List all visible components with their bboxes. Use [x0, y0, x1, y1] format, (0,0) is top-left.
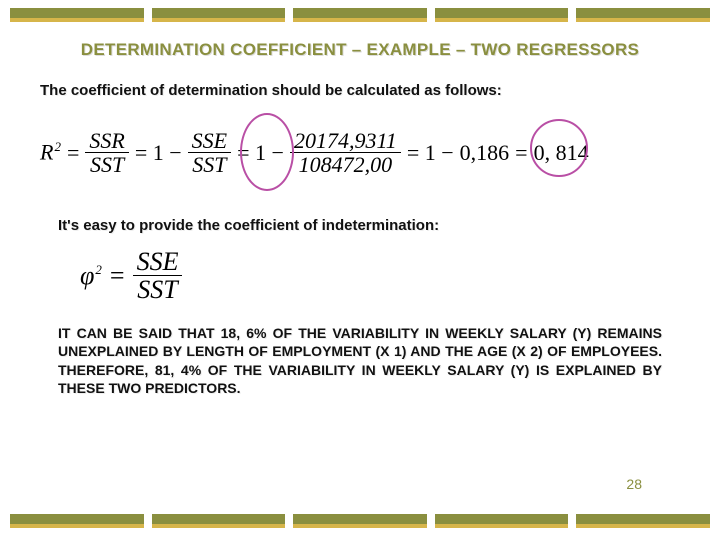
slide-content: DETERMINATION COEFFICIENT – EXAMPLE – TW… — [40, 40, 680, 500]
equals-sign: = — [515, 140, 527, 166]
indetermination-value: 0,186 — [460, 140, 510, 166]
fraction-sse-sst: SSE SST — [188, 129, 231, 176]
result-value: 0, 814 — [534, 140, 589, 166]
slide-title: DETERMINATION COEFFICIENT – EXAMPLE – TW… — [40, 40, 680, 60]
bar-segment — [293, 8, 427, 26]
bar-segment — [576, 8, 710, 26]
bar-segment — [10, 514, 144, 532]
formula-r-squared: R2 = SSR SST = 1 − SSE SST = 1 − 20174,9… — [40, 119, 680, 199]
fraction-numeric: 20174,9311 108472,00 — [290, 129, 401, 176]
page-number: 28 — [626, 476, 642, 492]
equals-sign: = — [110, 261, 125, 291]
intro-text: The coefficient of determination should … — [40, 82, 680, 99]
bottom-accent-bars — [0, 514, 720, 532]
conclusion-text: IT CAN BE SAID THAT 18, 6% OF THE VARIAB… — [40, 324, 680, 398]
bar-segment — [435, 8, 569, 26]
equals-sign: = 1 − — [135, 140, 182, 166]
formula-phi-squared: φ2 = SSE SST — [40, 248, 680, 304]
bar-segment — [435, 514, 569, 532]
equals-sign: = — [67, 140, 79, 166]
fraction-ssr-sst: SSR SST — [85, 129, 128, 176]
equals-sign: = 1 − — [237, 140, 284, 166]
bar-segment — [293, 514, 427, 532]
top-accent-bars — [0, 8, 720, 26]
bar-segment — [152, 8, 286, 26]
intro-indetermination: It's easy to provide the coefficient of … — [40, 217, 680, 234]
symbol-r: R2 — [40, 139, 61, 165]
bar-segment — [10, 8, 144, 26]
symbol-phi: φ2 — [80, 261, 102, 291]
bar-segment — [152, 514, 286, 532]
equals-sign: = 1 − — [407, 140, 454, 166]
bar-segment — [576, 514, 710, 532]
fraction-sse-sst: SSE SST — [133, 248, 183, 304]
